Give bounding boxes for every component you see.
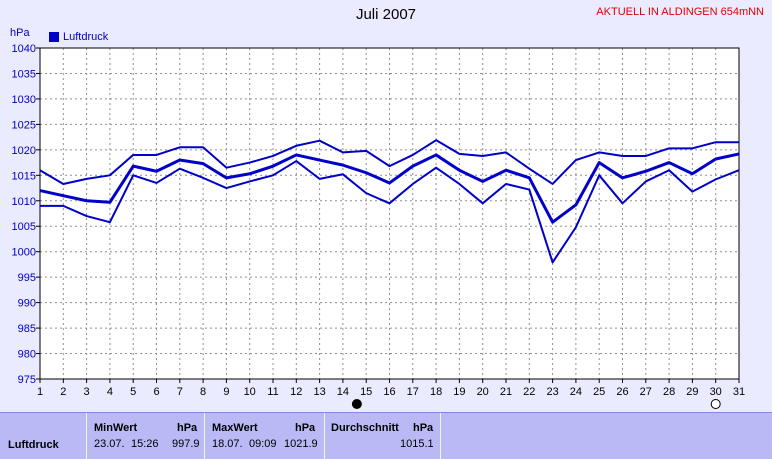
x-tick-label: 6	[153, 386, 159, 398]
max-header: MaxWert	[212, 422, 258, 434]
x-tick-label: 15	[360, 386, 372, 398]
x-tick-label: 7	[177, 386, 183, 398]
y-tick-label: 1000	[12, 247, 36, 259]
max-unit: hPa	[295, 422, 316, 434]
max-date: 18.07.	[212, 438, 243, 450]
legend: Luftdruck	[49, 31, 108, 43]
x-tick-label: 1	[37, 386, 43, 398]
y-tick-label: 975	[18, 374, 36, 386]
pressure-chart: 9759809859909951000100510101015102010251…	[12, 43, 745, 409]
x-tick-label: 27	[640, 386, 652, 398]
y-tick-label: 1035	[12, 68, 36, 80]
y-tick-label: 1020	[12, 145, 36, 157]
y-tick-label: 1030	[12, 94, 36, 106]
x-tick-label: 20	[477, 386, 489, 398]
stats-row-label: Luftdruck	[8, 439, 59, 451]
stats-panel: Luftdruck MinWert hPa 23.07. 15:26 997.9…	[0, 412, 772, 459]
min-header: MinWert	[94, 422, 138, 434]
x-tick-label: 19	[453, 386, 465, 398]
min-date: 23.07.	[94, 438, 125, 450]
avg-header: Durchschnitt	[331, 422, 399, 434]
x-tick-label: 5	[130, 386, 136, 398]
min-unit: hPa	[177, 422, 198, 434]
chart-title: Juli 2007	[355, 6, 417, 23]
y-tick-label: 1015	[12, 170, 36, 182]
x-tick-label: 4	[107, 386, 113, 398]
x-tick-label: 3	[84, 386, 90, 398]
x-tick-label: 12	[290, 386, 302, 398]
y-tick-label: 1025	[12, 119, 36, 131]
x-tick-label: 25	[593, 386, 605, 398]
series-line-avg	[39, 152, 740, 224]
x-tick-label: 21	[500, 386, 512, 398]
series-line-max	[39, 139, 739, 185]
x-tick-label: 9	[223, 386, 229, 398]
max-value: 1021.9	[284, 438, 318, 450]
x-tick-label: 18	[430, 386, 442, 398]
legend-label: Luftdruck	[63, 31, 109, 43]
x-tick-label: 13	[313, 386, 325, 398]
legend-swatch	[49, 32, 59, 42]
y-tick-label: 1010	[12, 196, 36, 208]
x-tick-label: 8	[200, 386, 206, 398]
x-tick-label: 11	[267, 386, 278, 398]
min-value: 997.9	[172, 438, 200, 450]
series-line-min	[40, 160, 740, 264]
x-tick-label: 22	[523, 386, 535, 398]
x-tick-label: 23	[546, 386, 558, 398]
avg-unit: hPa	[413, 422, 434, 434]
x-tick-label: 30	[710, 386, 722, 398]
avg-value: 1015.1	[400, 438, 434, 450]
x-tick-label: 29	[686, 386, 698, 398]
x-tick-label: 24	[570, 386, 582, 398]
x-tick-label: 31	[733, 386, 745, 398]
full-moon-icon	[710, 399, 721, 409]
x-tick-label: 2	[60, 386, 66, 398]
y-tick-label: 995	[18, 272, 36, 284]
y-axis-unit: hPa	[10, 27, 30, 39]
x-tick-label: 14	[337, 386, 349, 398]
max-time: 09:09	[249, 438, 277, 450]
y-tick-label: 980	[18, 349, 36, 361]
x-tick-label: 10	[244, 386, 256, 398]
y-tick-label: 1005	[12, 221, 36, 233]
x-tick-label: 16	[383, 386, 395, 398]
location-status: AKTUELL IN ALDINGEN 654mNN	[596, 6, 764, 18]
y-tick-label: 985	[18, 323, 36, 335]
y-tick-label: 990	[18, 298, 36, 310]
y-tick-label: 1040	[12, 43, 36, 55]
x-tick-label: 28	[663, 386, 675, 398]
x-tick-label: 17	[407, 386, 419, 398]
new-moon-icon	[351, 399, 362, 409]
x-tick-label: 26	[616, 386, 628, 398]
min-time: 15:26	[131, 438, 159, 450]
